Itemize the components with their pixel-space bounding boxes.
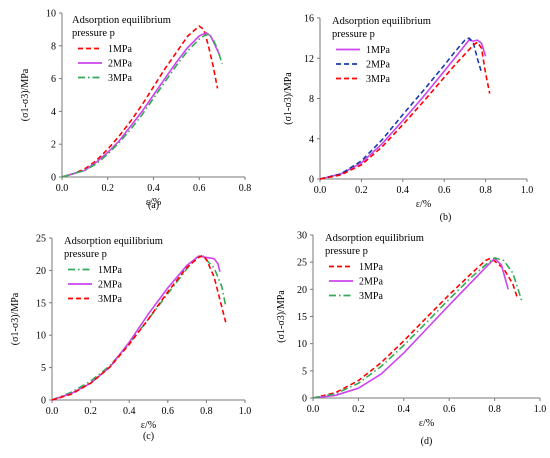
legend-label: 3MPa — [108, 73, 132, 84]
x-tick-label: 0.8 — [488, 404, 501, 415]
y-tick-label: 10 — [46, 9, 56, 20]
y-tick-label: 0 — [302, 394, 307, 405]
x-axis-label: ε/% — [419, 418, 434, 429]
y-tick-label: 12 — [304, 54, 314, 65]
y-tick-label: 8 — [51, 41, 56, 52]
legend-label: 1MPa — [98, 265, 122, 276]
y-tick-label: 25 — [297, 258, 307, 269]
series-line-3MPa — [61, 33, 223, 178]
y-tick-label: 0 — [309, 175, 314, 186]
x-tick-label: 0.8 — [200, 406, 213, 417]
y-tick-label: 4 — [51, 107, 56, 118]
y-tick-label: 15 — [36, 298, 46, 309]
y-axis-label: (σ1-σ3)/MPa — [10, 292, 21, 345]
legend-title: pressure p — [325, 246, 368, 257]
x-tick-label: 0.6 — [193, 183, 206, 194]
y-tick-label: 30 — [297, 231, 307, 242]
y-tick-label: 6 — [51, 74, 56, 85]
chart-panel-a: 0.0 0.2 0.4 0.6 0.8 0 2 4 6 8 10 ε/% (σ1-σ3)/MPa Adso… — [20, 9, 251, 212]
series-line-3MPa — [51, 254, 227, 401]
series-line-3MPa — [319, 41, 491, 180]
y-tick-label: 20 — [36, 266, 46, 277]
y-axis-label: (σ1-σ3)/MPa — [20, 68, 31, 121]
series-line-1MPa — [312, 257, 519, 399]
x-tick-label: 0.8 — [239, 183, 252, 194]
legend-title: Adsorption equilibrium — [325, 233, 424, 244]
x-tick-label: 0.6 — [162, 406, 175, 417]
x-tick-label: 0.0 — [307, 404, 320, 415]
panel-caption: (a) — [148, 200, 159, 211]
legend-label: 3MPa — [366, 74, 390, 85]
panel-caption: (d) — [421, 436, 433, 447]
legend-label: 2MPa — [359, 277, 383, 288]
legend-label: 1MPa — [366, 45, 390, 56]
chart-panel-d: 0.0 0.2 0.4 0.6 0.8 1.0 0 5 10 15 20 25 30 ε/% (σ1-σ3)… — [276, 231, 546, 448]
legend-label: 2MPa — [98, 280, 122, 291]
x-tick-label: 0.0 — [46, 406, 59, 417]
x-axis-label: ε/% — [146, 197, 161, 208]
legend-title: pressure p — [64, 249, 107, 260]
x-tick-label: 1.0 — [521, 185, 534, 196]
x-tick-label: 0.6 — [438, 185, 451, 196]
y-tick-label: 20 — [297, 285, 307, 296]
y-tick-label: 5 — [302, 366, 307, 377]
x-tick-label: 0.2 — [84, 406, 97, 417]
series-line-2MPa — [319, 37, 483, 180]
x-tick-label: 1.0 — [534, 404, 547, 415]
y-tick-label: 2 — [51, 140, 56, 151]
y-tick-label: 16 — [304, 14, 314, 25]
x-tick-label: 0.4 — [398, 404, 411, 415]
legend-title: pressure p — [332, 29, 375, 40]
x-tick-label: 0.0 — [56, 183, 69, 194]
legend-title: Adsorption equilibrium — [332, 16, 431, 27]
series-line-1MPa — [51, 254, 227, 401]
legend-label: 3MPa — [98, 294, 122, 305]
x-tick-label: 0.4 — [123, 406, 136, 417]
legend-title: pressure p — [72, 28, 115, 39]
legend-title: Adsorption equilibrium — [64, 236, 163, 247]
y-tick-label: 5 — [41, 363, 46, 374]
x-tick-label: 0.2 — [355, 185, 368, 196]
x-tick-label: 0.4 — [147, 183, 160, 194]
x-tick-label: 0.4 — [397, 185, 410, 196]
legend-title: Adsorption equilibrium — [72, 15, 171, 26]
x-tick-label: 0.0 — [314, 185, 327, 196]
x-tick-label: 0.2 — [102, 183, 115, 194]
y-tick-label: 10 — [36, 331, 46, 342]
series-line-1MPa — [61, 25, 219, 178]
x-tick-label: 0.8 — [479, 185, 492, 196]
y-tick-label: 8 — [309, 94, 314, 105]
legend-label: 1MPa — [108, 44, 132, 55]
y-tick-label: 0 — [41, 396, 46, 407]
x-tick-label: 1.0 — [239, 406, 252, 417]
series-line-1MPa — [319, 39, 487, 180]
y-tick-label: 25 — [36, 234, 46, 245]
x-axis-label: ε/% — [141, 420, 156, 431]
legend-label: 3MPa — [359, 291, 383, 302]
x-axis-label: ε/% — [416, 199, 431, 210]
y-tick-label: 15 — [297, 312, 307, 323]
panel-caption: (b) — [440, 212, 452, 223]
legend-label: 1MPa — [359, 262, 383, 273]
legend-label: 2MPa — [366, 60, 390, 71]
panel-caption: (c) — [143, 431, 154, 442]
y-axis-label: (σ1-σ3)/MPa — [283, 72, 294, 125]
x-tick-label: 0.2 — [352, 404, 365, 415]
chart-panel-c: 0.0 0.2 0.4 0.6 0.8 1.0 0 5 10 15 20 25 ε/% (σ1-σ3)/M… — [10, 234, 251, 443]
chart-panel-b: 0.0 0.2 0.4 0.6 0.8 1.0 0 4 8 12 16 ε/% (σ1-σ3)/MPa A… — [283, 14, 533, 224]
y-tick-label: 0 — [51, 173, 56, 184]
series-line-2MPa — [61, 31, 221, 178]
y-axis-label: (σ1-σ3)/MPa — [276, 290, 287, 343]
x-tick-label: 0.6 — [443, 404, 456, 415]
series-line-2MPa — [312, 257, 509, 399]
y-tick-label: 4 — [309, 134, 314, 145]
y-tick-label: 10 — [297, 339, 307, 350]
series-line-2MPa — [51, 255, 221, 401]
legend-label: 2MPa — [108, 59, 132, 70]
